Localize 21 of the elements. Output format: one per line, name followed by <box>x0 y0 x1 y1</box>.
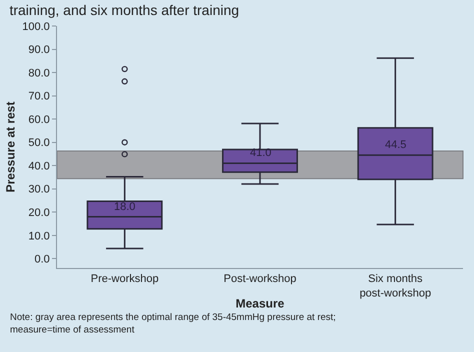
x-tick-label: Six months post-workshop <box>360 273 432 300</box>
y-tick-label: 90.0 <box>28 44 50 56</box>
y-tick-label: 100.0 <box>22 20 50 33</box>
x-tick-label: Pre-workshop <box>90 273 159 286</box>
y-axis-title: Pressure at rest <box>4 102 18 192</box>
x-tick-label: Post-workshop <box>224 273 296 286</box>
y-tick-label: 80.0 <box>28 67 50 80</box>
y-tick-label: 0.0 <box>34 254 50 266</box>
annotation: 18.0 <box>114 201 136 213</box>
y-tick-label: 70.0 <box>28 90 50 103</box>
chart-title: training, and six months after training <box>9 2 240 18</box>
y-tick-label: 30.0 <box>28 184 50 196</box>
y-tick-label: 60.0 <box>28 114 50 126</box>
y-tick-label: 10.0 <box>28 230 50 242</box>
x-axis-title: Measure <box>236 296 285 310</box>
annotation: 41.0 <box>250 147 272 159</box>
y-tick-label: 50.0 <box>28 137 50 150</box>
annotation: 44.5 <box>385 139 406 151</box>
y-tick-label: 20.0 <box>28 207 50 219</box>
text: Note: gray area represents the optimal range of 35-45mmHg pressure at rest; measure=time of assessment <box>10 312 336 336</box>
y-tick-label: 40.0 <box>28 160 50 172</box>
